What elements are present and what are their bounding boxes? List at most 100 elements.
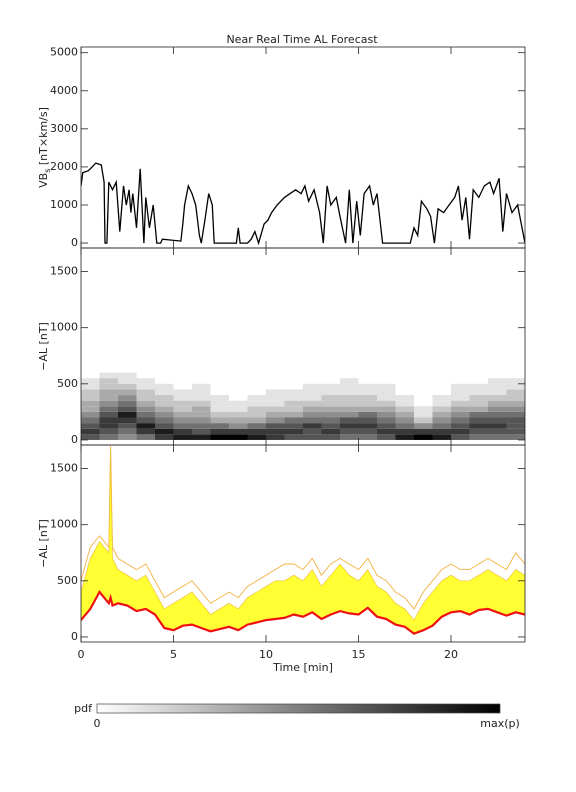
pdf-cell xyxy=(340,406,359,412)
pdf-cell xyxy=(303,428,322,435)
pdf-cell xyxy=(340,417,359,424)
pdf-cell xyxy=(395,434,414,440)
plot-area xyxy=(81,162,525,246)
pdf-cell xyxy=(192,395,211,401)
pdf-cell xyxy=(173,434,192,440)
pdf-cell xyxy=(247,428,266,435)
pdf-cell xyxy=(377,417,396,424)
pdf-cell xyxy=(81,378,100,384)
pdf-cell xyxy=(395,423,414,429)
pdf-cell xyxy=(469,383,488,390)
pdf-cell xyxy=(173,423,192,429)
x-tick-label: 20 xyxy=(444,648,458,661)
pdf-cell xyxy=(155,400,174,407)
y-tick-label: 2000 xyxy=(50,160,78,173)
pdf-cell xyxy=(210,411,229,418)
pdf-cell xyxy=(451,411,470,418)
x-tick-label: 15 xyxy=(352,648,366,661)
pdf-cell xyxy=(266,406,285,412)
pdf-cell xyxy=(451,383,470,390)
pdf-cell xyxy=(451,400,470,407)
pdf-cell xyxy=(229,406,248,412)
pdf-cell xyxy=(284,406,303,412)
pdf-cell xyxy=(155,383,174,390)
pdf-cell xyxy=(321,400,340,407)
pdf-cell xyxy=(340,428,359,435)
pdf-cell xyxy=(118,383,137,390)
pdf-cell xyxy=(136,400,155,407)
y-tick-label: 1000 xyxy=(50,321,78,334)
pdf-cell xyxy=(303,383,322,390)
pdf-cell xyxy=(414,411,433,418)
pdf-cell xyxy=(136,406,155,412)
pdf-cell xyxy=(469,389,488,396)
pdf-cell xyxy=(469,406,488,412)
pdf-cell xyxy=(118,406,137,412)
pdf-cell xyxy=(136,411,155,418)
pdf-cell xyxy=(266,434,285,440)
y-tick-label: 3000 xyxy=(50,122,78,135)
vbs-line xyxy=(81,162,525,246)
pdf-cell xyxy=(358,423,377,429)
pdf-cell xyxy=(247,406,266,412)
pdf-cell xyxy=(192,428,211,435)
pdf-cell xyxy=(210,428,229,435)
pdf-cell xyxy=(284,434,303,440)
pdf-cell xyxy=(229,428,248,435)
y-tick-label: 500 xyxy=(57,377,78,390)
pdf-cell xyxy=(358,395,377,401)
colorbar-label: pdf xyxy=(74,702,93,715)
pdf-cell xyxy=(303,423,322,429)
pdf-cell xyxy=(173,411,192,418)
pdf-cell xyxy=(395,417,414,424)
pdf-cell xyxy=(210,423,229,429)
pdf-cell xyxy=(81,417,100,424)
pdf-cell xyxy=(99,395,118,401)
pdf-cell xyxy=(488,400,507,407)
pdf-cell xyxy=(81,411,100,418)
pdf-cell xyxy=(136,378,155,384)
plot-area xyxy=(81,446,525,635)
colorbar-min: 0 xyxy=(94,717,101,730)
pdf-cell xyxy=(247,434,266,440)
pdf-cell xyxy=(247,395,266,401)
pdf-cell xyxy=(155,411,174,418)
pdf-cell xyxy=(173,428,192,435)
pdf-cell xyxy=(321,406,340,412)
pdf-cell xyxy=(488,434,507,440)
pdf-cell xyxy=(340,400,359,407)
pdf-cell xyxy=(358,417,377,424)
pdf-cell xyxy=(303,395,322,401)
pdf-cell xyxy=(173,395,192,401)
pdf-cell xyxy=(451,428,470,435)
pdf-cell xyxy=(210,395,229,401)
y-axis-label: −AL [nT] xyxy=(37,322,50,371)
pdf-cell xyxy=(395,428,414,435)
pdf-cell xyxy=(414,423,433,429)
pdf-cell xyxy=(414,434,433,440)
pdf-cell xyxy=(266,400,285,407)
pdf-cell xyxy=(303,400,322,407)
pdf-cell xyxy=(155,406,174,412)
pdf-cell xyxy=(432,434,451,440)
pdf-cell xyxy=(303,389,322,396)
pdf-cell xyxy=(136,428,155,435)
pdf-cell xyxy=(377,400,396,407)
pdf-cell xyxy=(192,411,211,418)
pdf-cell xyxy=(451,417,470,424)
pdf-cell xyxy=(432,417,451,424)
pdf-cell xyxy=(99,434,118,440)
pdf-cell xyxy=(358,428,377,435)
y-tick-label: 0 xyxy=(71,236,78,249)
median-line xyxy=(81,590,525,635)
pdf-cell xyxy=(340,423,359,429)
pdf-cell xyxy=(377,395,396,401)
pdf-cell xyxy=(266,395,285,401)
pdf-cell xyxy=(284,428,303,435)
pdf-cell xyxy=(247,411,266,418)
pdf-cell xyxy=(506,406,525,412)
pdf-cell xyxy=(99,423,118,429)
pdf-cell xyxy=(506,411,525,418)
pdf-cell xyxy=(118,378,137,384)
